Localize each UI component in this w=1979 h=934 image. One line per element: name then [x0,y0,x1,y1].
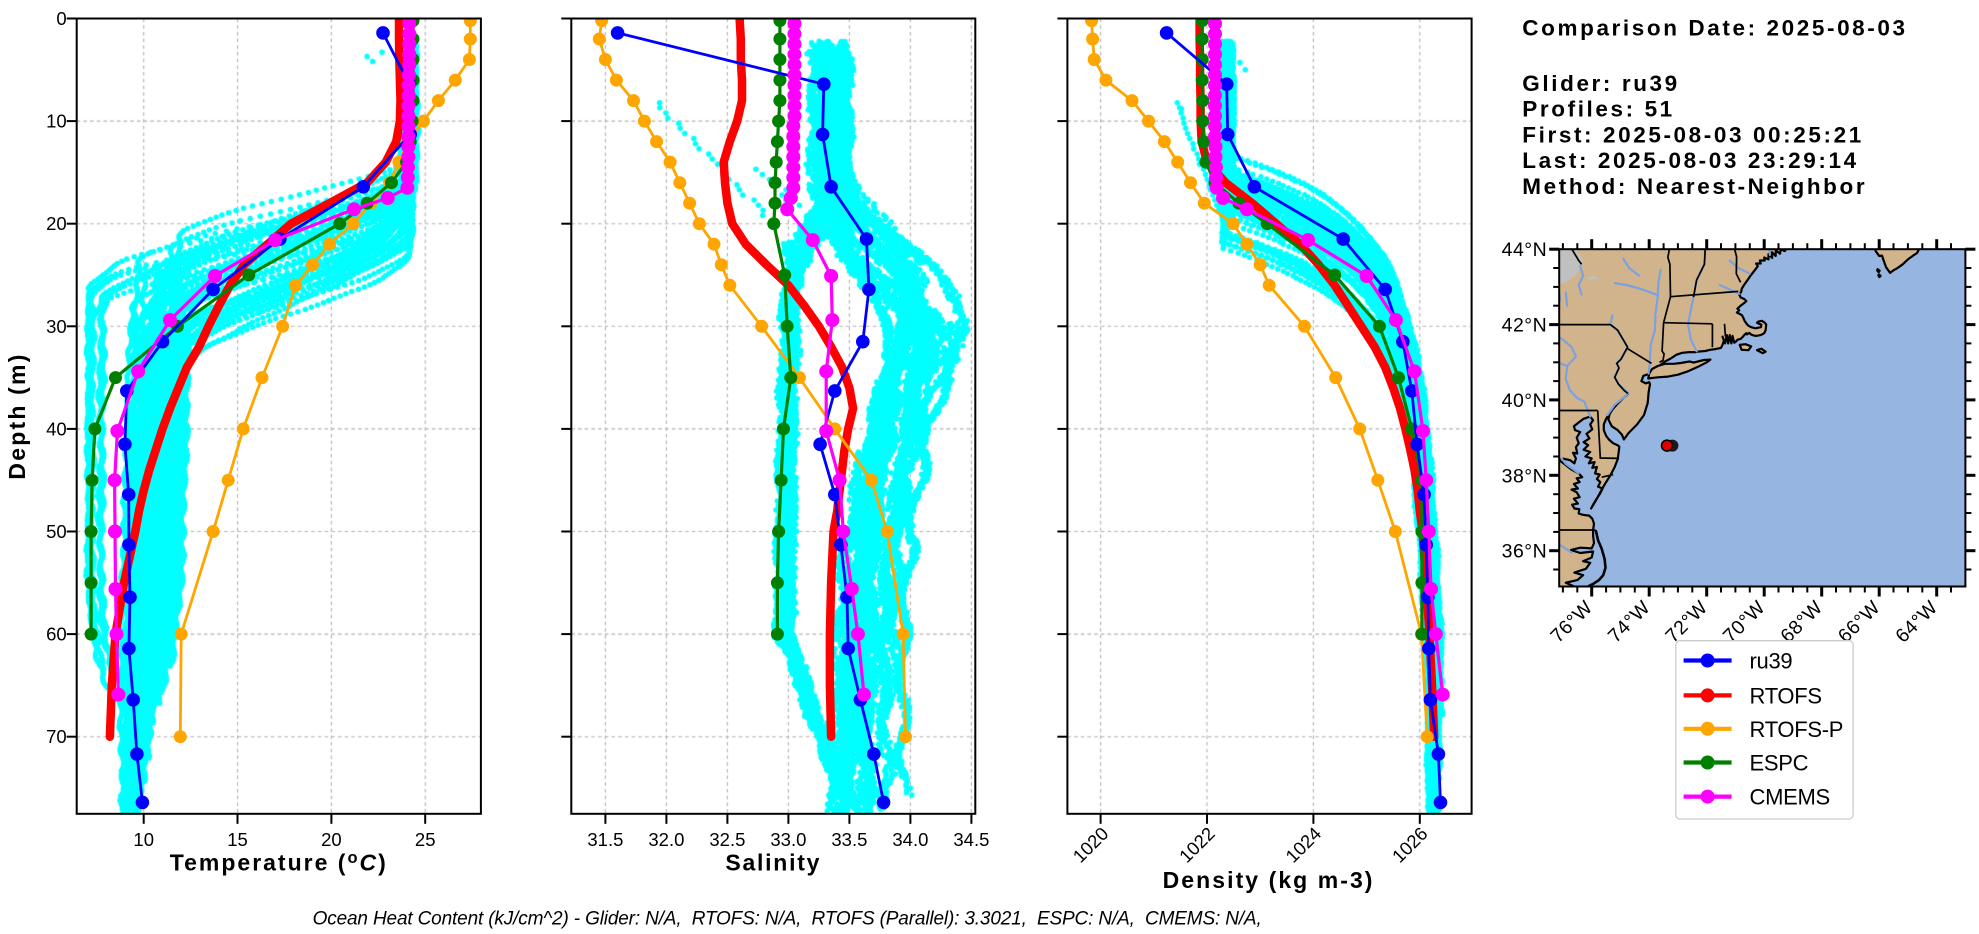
svg-text:CMEMS: CMEMS [1750,785,1830,810]
svg-text:Temperature (oC): Temperature (oC) [170,849,388,876]
svg-text:Density (kg m-3): Density (kg m-3) [1163,867,1375,893]
svg-text:38°N: 38°N [1502,465,1548,487]
svg-text:40: 40 [46,418,67,439]
svg-text:34.0: 34.0 [892,829,928,850]
svg-text:RTOFS: RTOFS [1750,683,1822,708]
svg-text:Depth (m): Depth (m) [4,352,30,479]
svg-text:68°W: 68°W [1776,596,1827,647]
svg-text:76°W: 76°W [1546,596,1597,647]
svg-text:33.5: 33.5 [831,829,867,850]
svg-text:Last: 2025-08-03 23:29:14: Last: 2025-08-03 23:29:14 [1522,148,1858,173]
svg-text:25: 25 [415,829,436,850]
svg-text:60: 60 [46,624,67,645]
svg-text:72°W: 72°W [1661,596,1712,647]
svg-text:Salinity: Salinity [725,850,821,876]
svg-text:31.5: 31.5 [587,829,623,850]
svg-text:32.0: 32.0 [648,829,684,850]
svg-text:70°W: 70°W [1719,596,1770,647]
svg-text:Comparison Date: 2025-08-03: Comparison Date: 2025-08-03 [1522,16,1907,41]
svg-text:33.0: 33.0 [770,829,806,850]
svg-text:40°N: 40°N [1502,390,1548,412]
svg-text:Profiles: 51: Profiles: 51 [1522,97,1675,122]
svg-text:74°W: 74°W [1604,596,1655,647]
svg-text:34.5: 34.5 [953,829,989,850]
svg-text:10: 10 [46,111,67,132]
svg-text:30: 30 [46,316,67,337]
svg-text:32.5: 32.5 [709,829,745,850]
svg-text:ru39: ru39 [1750,649,1793,674]
svg-text:ESPC: ESPC [1750,751,1809,776]
svg-text:0: 0 [56,8,66,29]
svg-text:42°N: 42°N [1502,315,1548,337]
svg-text:50: 50 [46,521,67,542]
svg-text:1022: 1022 [1175,823,1219,867]
svg-text:44°N: 44°N [1502,239,1548,261]
svg-text:Ocean Heat Content (kJ/cm^2) -: Ocean Heat Content (kJ/cm^2) - Glider: N… [313,908,1262,929]
svg-text:70: 70 [46,726,67,747]
svg-text:RTOFS-P: RTOFS-P [1750,717,1844,742]
svg-text:1024: 1024 [1281,823,1325,867]
svg-text:36°N: 36°N [1502,541,1548,563]
svg-text:Method: Nearest-Neighbor: Method: Nearest-Neighbor [1522,174,1867,199]
svg-text:Glider: ru39: Glider: ru39 [1522,71,1680,96]
svg-text:66°W: 66°W [1834,596,1885,647]
svg-text:1020: 1020 [1068,823,1112,867]
svg-text:20: 20 [321,829,342,850]
svg-text:10: 10 [133,829,154,850]
svg-text:First: 2025-08-03 00:25:21: First: 2025-08-03 00:25:21 [1522,122,1864,147]
svg-text:20: 20 [46,213,67,234]
svg-text:1026: 1026 [1388,823,1432,867]
svg-text:15: 15 [227,829,248,850]
svg-text:64°W: 64°W [1891,596,1942,647]
